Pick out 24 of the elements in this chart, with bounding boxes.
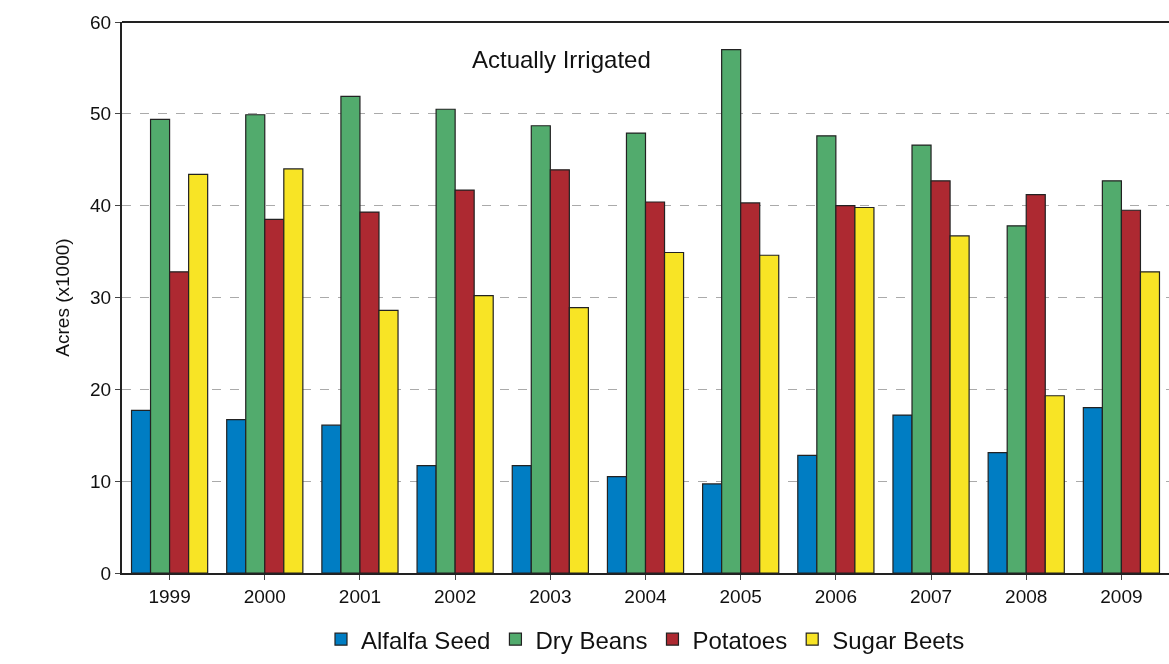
x-tick-label: 2008 (1005, 585, 1048, 607)
legend-label: Potatoes (692, 626, 788, 654)
x-tick-label: 2000 (243, 585, 286, 607)
text: Actually Irrigated (472, 46, 651, 73)
x-tick-label: 2009 (1100, 585, 1143, 607)
x-tick-label: 2005 (719, 585, 762, 607)
y-tick-label: 40 (90, 195, 112, 217)
y-tick-label: 0 (100, 562, 112, 584)
x-tick-label: 2006 (814, 585, 857, 607)
y-tick-label: 10 (90, 470, 112, 492)
x-tick-label: 2001 (338, 585, 382, 607)
y-tick-label: 50 (90, 103, 112, 125)
x-tick-label: 1999 (148, 585, 191, 607)
x-tick-label: 2004 (624, 585, 668, 607)
legend-label: Alfalfa Seed (361, 626, 491, 654)
y-axis-title: Acres (x1000) (52, 238, 74, 357)
x-tick-label: 2003 (529, 585, 572, 607)
legend-label: Sugar Beets (832, 626, 965, 654)
legend-label: Dry Beans (535, 626, 648, 654)
x-tick-label: 2002 (434, 585, 477, 607)
y-tick-label: 60 (90, 11, 112, 33)
x-tick-label: 2007 (909, 585, 953, 607)
y-tick-label: 20 (90, 378, 112, 400)
y-tick-label: 30 (90, 287, 112, 309)
